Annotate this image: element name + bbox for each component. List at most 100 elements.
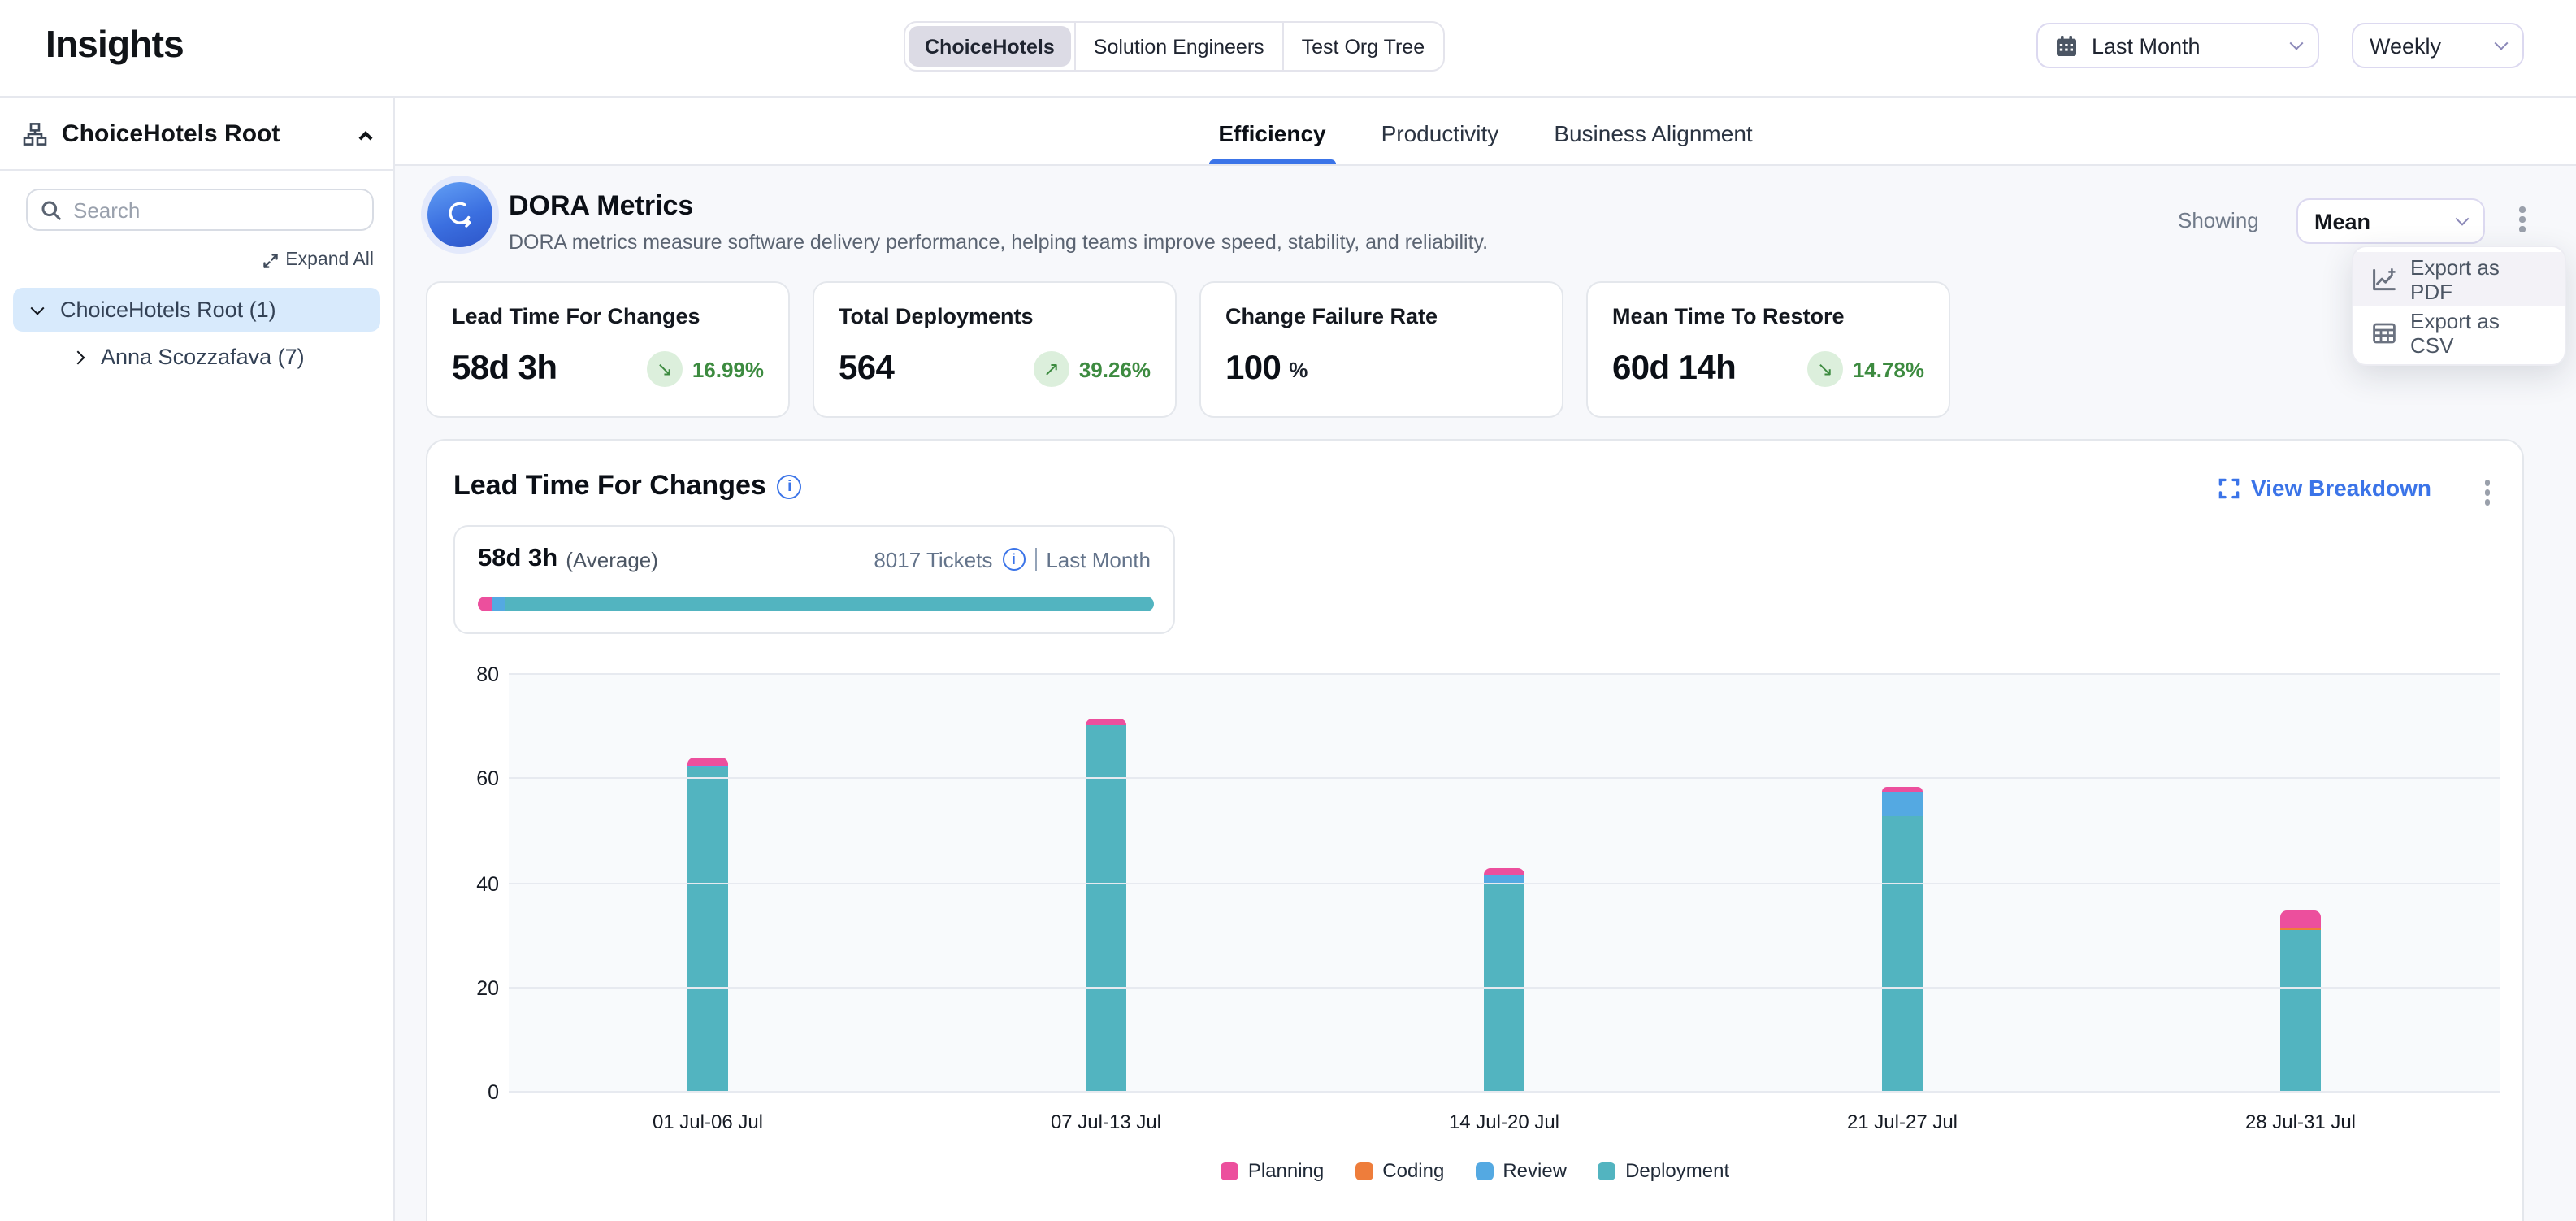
org-tab-solution-engineers[interactable]: Solution Engineers: [1074, 23, 1284, 70]
stacked-bar: [1086, 675, 1126, 1093]
lead-time-section: Lead Time For Changes i View Breakdown 5…: [426, 439, 2524, 1221]
aggregation-select[interactable]: Mean: [2296, 198, 2485, 244]
page: Insights ChoiceHotels Solution Engineers…: [0, 0, 2576, 1221]
sidebar: ChoiceHotels Root Expand All ChoiceHotel…: [0, 98, 395, 1221]
tree-item-choicehotels-root[interactable]: ChoiceHotels Root (1): [13, 288, 380, 332]
page-title: Insights: [46, 23, 184, 67]
tab-efficiency[interactable]: Efficiency: [1218, 120, 1325, 164]
dora-more-options-button[interactable]: [2513, 200, 2531, 238]
legend-swatch-planning: [1221, 1162, 1238, 1180]
search-icon: [41, 199, 62, 220]
card-value: 100: [1225, 350, 1281, 389]
card-title: Mean Time To Restore: [1612, 304, 1924, 328]
stacked-bar: [2280, 675, 2321, 1093]
period-label: Last Month: [1046, 547, 1151, 571]
granularity-select[interactable]: Weekly: [2352, 23, 2524, 68]
org-tab-test-org-tree[interactable]: Test Org Tree: [1284, 23, 1442, 70]
view-breakdown-button[interactable]: View Breakdown: [2218, 475, 2431, 501]
legend-item-review[interactable]: Review: [1475, 1159, 1567, 1182]
card-unit: %: [1289, 357, 1308, 381]
bar-segment-deployment: [1882, 816, 1923, 1093]
card-value: 564: [839, 350, 894, 389]
table-icon: [2371, 319, 2397, 345]
granularity-value: Weekly: [2370, 33, 2441, 58]
chevron-down-icon: [2495, 37, 2509, 50]
dora-section-title: DORA Metrics: [509, 190, 693, 223]
dora-section-subtitle: DORA metrics measure software delivery p…: [509, 231, 1488, 254]
menu-item-label: Export as PDF: [2410, 254, 2547, 303]
main-content: Efficiency Productivity Business Alignme…: [395, 98, 2576, 1221]
stacked-bar: [1882, 675, 1923, 1093]
legend-swatch-coding: [1355, 1162, 1373, 1180]
chart-plot: [509, 675, 2500, 1093]
org-tree-icon: [23, 121, 47, 146]
metric-tabs: Efficiency Productivity Business Alignme…: [395, 98, 2576, 166]
legend-item-deployment[interactable]: Deployment: [1598, 1159, 1729, 1182]
legend-item-planning[interactable]: Planning: [1221, 1159, 1324, 1182]
sidebar-header[interactable]: ChoiceHotels Root: [0, 98, 393, 171]
section-more-options-button[interactable]: [2478, 473, 2496, 511]
chevron-down-icon: [2290, 37, 2304, 50]
sidebar-search: [26, 189, 374, 231]
average-summary-card: 58d 3h (Average) 8017 Tickets i Last Mon…: [453, 525, 1175, 634]
view-breakdown-label: View Breakdown: [2251, 475, 2431, 501]
trend-down-icon: ↘: [647, 351, 683, 387]
divider: [1034, 548, 1036, 571]
y-axis-tick: 80: [476, 663, 499, 686]
expand-all-button[interactable]: Expand All: [261, 250, 374, 270]
info-icon[interactable]: i: [778, 474, 802, 498]
tree-item-label: ChoiceHotels Root (1): [60, 298, 276, 322]
top-bar: Insights ChoiceHotels Solution Engineers…: [0, 0, 2576, 98]
dora-metrics-icon: [427, 182, 492, 247]
gridline: [509, 987, 2500, 989]
card-total-deployments: Total Deployments 564 ↗ 39.26%: [813, 281, 1177, 418]
progress-segment-planning: [478, 597, 492, 611]
chart-line-plus-icon: [2371, 266, 2397, 292]
chart-y-axis: 020406080: [427, 675, 499, 1093]
trend-down-icon: ↘: [1807, 351, 1843, 387]
x-axis-label: 14 Jul-20 Jul: [1305, 1110, 1703, 1133]
bar-segment-deployment: [2280, 931, 2321, 1093]
expand-corners-icon: [2218, 477, 2240, 498]
x-axis-label: 01 Jul-06 Jul: [509, 1110, 907, 1133]
calendar-icon: [2054, 33, 2079, 58]
tree-item-label: Anna Scozzafava (7): [101, 345, 305, 369]
card-mean-time-to-restore: Mean Time To Restore 60d 14h ↘ 14.78%: [1586, 281, 1950, 418]
bar-segment-planning: [2280, 910, 2321, 928]
x-axis-label: 21 Jul-27 Jul: [1703, 1110, 2101, 1133]
section-title: Lead Time For Changes: [453, 470, 766, 502]
export-csv-menu-item[interactable]: Export as CSV: [2353, 306, 2565, 359]
gridline: [509, 673, 2500, 675]
org-tree: ChoiceHotels Root (1) Anna Scozzafava (7…: [13, 288, 380, 379]
info-icon[interactable]: i: [1002, 548, 1025, 571]
y-axis-tick: 0: [488, 1081, 499, 1104]
search-input[interactable]: [73, 198, 359, 222]
sidebar-title: ChoiceHotels Root: [62, 119, 280, 147]
tab-productivity[interactable]: Productivity: [1381, 120, 1499, 164]
export-pdf-menu-item[interactable]: Export as PDF: [2353, 252, 2565, 306]
x-axis-label: 28 Jul-31 Jul: [2101, 1110, 2500, 1133]
expand-diagonal-icon: [261, 251, 279, 269]
chart-bars: [509, 675, 2500, 1093]
tree-item-anna-scozzafava[interactable]: Anna Scozzafava (7): [13, 335, 380, 379]
chart-legend: Planning Coding Review Deployment: [427, 1159, 2522, 1182]
bar-segment-review: [1882, 793, 1923, 817]
menu-item-label: Export as CSV: [2410, 308, 2547, 357]
legend-swatch-deployment: [1598, 1162, 1615, 1180]
date-range-value: Last Month: [2092, 33, 2201, 58]
legend-swatch-review: [1475, 1162, 1493, 1180]
tab-business-alignment[interactable]: Business Alignment: [1554, 120, 1752, 164]
tickets-count: 8017 Tickets: [874, 547, 992, 571]
expand-all-label: Expand All: [285, 250, 374, 270]
average-label: (Average): [566, 547, 658, 571]
org-tab-choicehotels[interactable]: ChoiceHotels: [909, 26, 1071, 67]
stacked-bar: [1484, 675, 1524, 1093]
delta-percent: 39.26%: [1079, 357, 1151, 381]
card-title: Lead Time For Changes: [452, 304, 764, 328]
delta-percent: 14.78%: [1853, 357, 1924, 381]
collapse-chevron-icon[interactable]: [359, 131, 373, 145]
trend-up-icon: ↗: [1034, 351, 1069, 387]
date-range-select[interactable]: Last Month: [2036, 23, 2319, 68]
bar-segment-planning: [687, 758, 728, 766]
legend-item-coding[interactable]: Coding: [1355, 1159, 1444, 1182]
